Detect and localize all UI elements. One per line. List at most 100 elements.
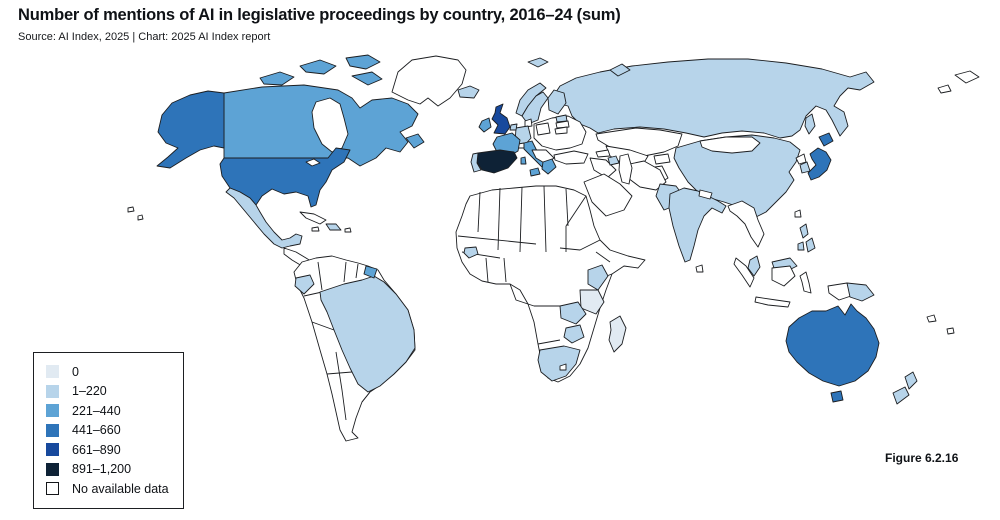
- legend-swatch: [46, 404, 59, 418]
- country-malaysia-peninsula: [747, 255, 761, 277]
- country-united-kingdom: [491, 103, 511, 135]
- hawaii-island-1: [127, 206, 135, 213]
- legend-item: 221–440: [46, 401, 169, 421]
- country-philippines-2: [805, 237, 816, 253]
- country-usa-alaska: [156, 90, 225, 169]
- legend-label: 661–890: [72, 442, 121, 457]
- country-canada-island-1: [259, 71, 295, 86]
- legend-label: 221–440: [72, 403, 121, 418]
- pacific-island-3: [954, 70, 980, 84]
- country-new-zealand-south: [892, 386, 910, 405]
- country-canada-newfoundland: [405, 133, 425, 149]
- country-mexico: [225, 187, 303, 249]
- legend-item: 891–1,200: [46, 460, 169, 480]
- country-nepal: [698, 189, 713, 200]
- country-turkey: [553, 150, 589, 165]
- legend-swatch: [46, 462, 59, 476]
- country-jamaica: [311, 226, 320, 232]
- caspian-sea: [618, 153, 633, 185]
- figure-label: Figure 6.2.16: [885, 451, 959, 465]
- country-latvia: [555, 120, 570, 129]
- country-russia-sakhalin: [804, 113, 816, 135]
- country-indonesia-sulawesi: [799, 271, 812, 294]
- country-lesotho: [559, 363, 567, 371]
- country-taiwan: [794, 209, 802, 218]
- country-indonesia-west-papua: [827, 282, 852, 301]
- country-spain: [476, 149, 518, 174]
- legend-swatch: [46, 384, 59, 398]
- legend-label: 0: [72, 364, 79, 379]
- country-sierra-leone: [463, 246, 479, 259]
- country-estonia: [555, 114, 568, 123]
- country-australia-tasmania: [830, 390, 844, 403]
- chart-source: Source: AI Index, 2025 | Chart: 2025 AI …: [18, 31, 271, 43]
- country-brazil: [319, 275, 416, 393]
- country-cuba: [299, 211, 327, 225]
- country-russia-novaya-zemlya: [609, 63, 631, 77]
- country-philippines-3: [797, 241, 805, 251]
- country-puerto-rico: [344, 227, 352, 233]
- country-zambia: [559, 301, 587, 325]
- country-norway-svalbard: [527, 57, 549, 68]
- country-denmark: [524, 118, 533, 128]
- country-tanzania: [579, 289, 605, 315]
- country-greenland: [391, 55, 467, 107]
- territory-french-guiana: [363, 265, 378, 279]
- great-lakes: [305, 158, 321, 167]
- country-indonesia-kalimantan: [771, 265, 796, 287]
- legend-swatch: [46, 365, 59, 379]
- country-philippines-1: [799, 223, 809, 239]
- region-kyrgyz-tajik: [653, 153, 671, 165]
- country-papua-new-guinea: [846, 282, 875, 302]
- legend-swatch: [46, 423, 59, 437]
- country-china: [673, 134, 801, 218]
- country-italy-sicily: [529, 167, 541, 177]
- legend-label: 441–660: [72, 423, 121, 438]
- hawaii-island-2: [137, 214, 144, 221]
- country-canada-island-4: [351, 71, 383, 86]
- legend-swatch: [46, 482, 59, 496]
- legend-label: 1–220: [72, 384, 107, 399]
- legend-item: 661–890: [46, 440, 169, 460]
- country-finland: [547, 89, 567, 115]
- country-kenya: [587, 264, 609, 291]
- country-indonesia-java: [754, 296, 791, 308]
- country-portugal: [470, 152, 482, 173]
- country-italy-sardinia: [520, 156, 527, 165]
- region-indochina: [727, 200, 765, 248]
- hudson-bay: [311, 97, 349, 153]
- country-azerbaijan: [607, 155, 620, 166]
- country-australia: [785, 303, 880, 387]
- region-arabian-peninsula: [583, 173, 633, 217]
- country-greece: [541, 158, 557, 175]
- map-legend: 0 1–220 221–440 441–660 661–890 891–1,200 No a…: [33, 352, 184, 509]
- country-ireland: [478, 117, 492, 133]
- country-south-africa: [537, 345, 581, 382]
- pacific-island-1: [926, 314, 937, 323]
- legend-item: 1–220: [46, 382, 169, 402]
- legend-label: 891–1,200: [72, 462, 132, 477]
- country-georgia: [595, 149, 611, 158]
- country-netherlands: [509, 123, 518, 131]
- legend-swatch: [46, 443, 59, 457]
- south-america-internal-borders: [303, 261, 371, 421]
- legend-item: 441–660: [46, 421, 169, 441]
- country-japan-hokkaido: [818, 132, 834, 147]
- legend-item: 0: [46, 362, 169, 382]
- country-canada-island-2: [299, 59, 337, 75]
- legend-item: No available data: [46, 479, 169, 499]
- country-madagascar: [608, 315, 627, 353]
- country-japan-honshu: [807, 147, 832, 181]
- region-iraq-syria: [589, 157, 617, 179]
- country-lithuania: [554, 126, 568, 135]
- country-mongolia: [699, 136, 761, 154]
- pacific-island-4: [937, 84, 952, 94]
- country-russia: [551, 58, 875, 139]
- country-ecuador: [294, 274, 315, 295]
- country-dominican-republic: [325, 223, 342, 231]
- country-canada-island-3: [345, 54, 381, 70]
- country-indonesia-sumatra: [733, 257, 755, 288]
- legend-label: No available data: [72, 481, 169, 496]
